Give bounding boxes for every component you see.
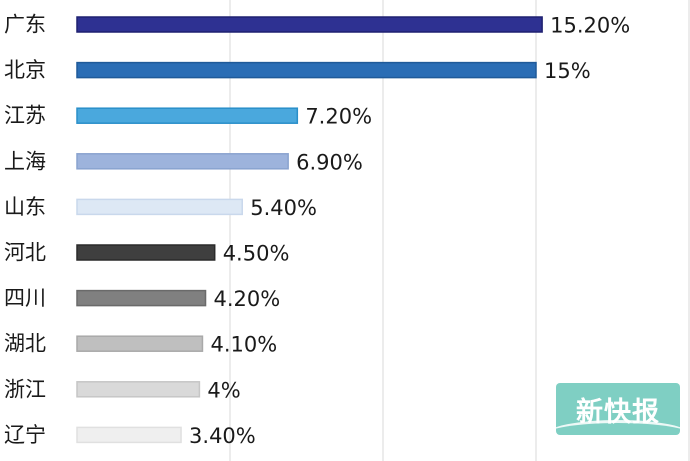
category-label: 四川 <box>4 286 46 310</box>
category-label: 北京 <box>4 58 46 82</box>
bar <box>76 335 204 352</box>
bar <box>76 198 243 216</box>
category-label: 山东 <box>4 195 46 219</box>
category-label: 广东 <box>4 13 46 37</box>
bar <box>76 426 182 444</box>
bar <box>76 107 299 124</box>
category-label: 浙江 <box>4 377 46 401</box>
watermark-text: 新快报 <box>576 396 660 428</box>
category-label: 湖北 <box>4 332 46 356</box>
category-label: 辽宁 <box>4 423 46 447</box>
category-label: 江苏 <box>4 104 46 128</box>
bar <box>76 61 537 79</box>
watermark-wave-icon <box>556 420 680 435</box>
value-label: 15% <box>544 59 591 83</box>
value-label: 5.40% <box>250 196 317 220</box>
value-label: 3.40% <box>189 424 256 448</box>
bar <box>76 244 216 261</box>
category-label: 上海 <box>4 149 46 173</box>
bar-layer <box>76 16 543 444</box>
value-label: 7.20% <box>305 105 372 129</box>
watermark-logo: 新快报 <box>556 383 680 435</box>
label-layer: 广东 15.20% 北京 15% 江苏 7.20% 上海 6.90% 山东 5.40% 河北 4.50… <box>4 13 630 448</box>
value-label: 15.20% <box>550 14 630 38</box>
category-label: 河北 <box>4 241 46 265</box>
bar <box>76 153 289 170</box>
value-label: 6.90% <box>296 150 363 174</box>
value-label: 4.20% <box>214 287 281 311</box>
value-label: 4.50% <box>223 242 290 266</box>
bar <box>76 289 207 307</box>
value-label: 4.10% <box>210 333 277 357</box>
bar <box>76 16 543 33</box>
bar <box>76 381 201 398</box>
value-label: 4% <box>207 378 240 402</box>
